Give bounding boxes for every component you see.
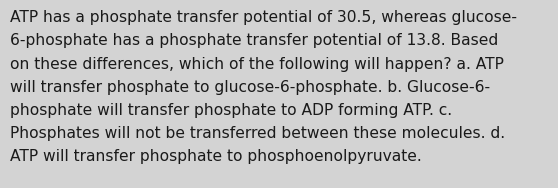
Text: on these differences, which of the following will happen? a. ATP: on these differences, which of the follo… <box>10 57 504 72</box>
Text: 6-phosphate has a phosphate transfer potential of 13.8. Based: 6-phosphate has a phosphate transfer pot… <box>10 33 498 49</box>
Text: ATP has a phosphate transfer potential of 30.5, whereas glucose-: ATP has a phosphate transfer potential o… <box>10 10 517 25</box>
Text: Phosphates will not be transferred between these molecules. d.: Phosphates will not be transferred betwe… <box>10 126 505 141</box>
Text: will transfer phosphate to glucose-6-phosphate. b. Glucose-6-: will transfer phosphate to glucose-6-pho… <box>10 80 490 95</box>
Text: phosphate will transfer phosphate to ADP forming ATP. c.: phosphate will transfer phosphate to ADP… <box>10 103 452 118</box>
Text: ATP will transfer phosphate to phosphoenolpyruvate.: ATP will transfer phosphate to phosphoen… <box>10 149 422 164</box>
